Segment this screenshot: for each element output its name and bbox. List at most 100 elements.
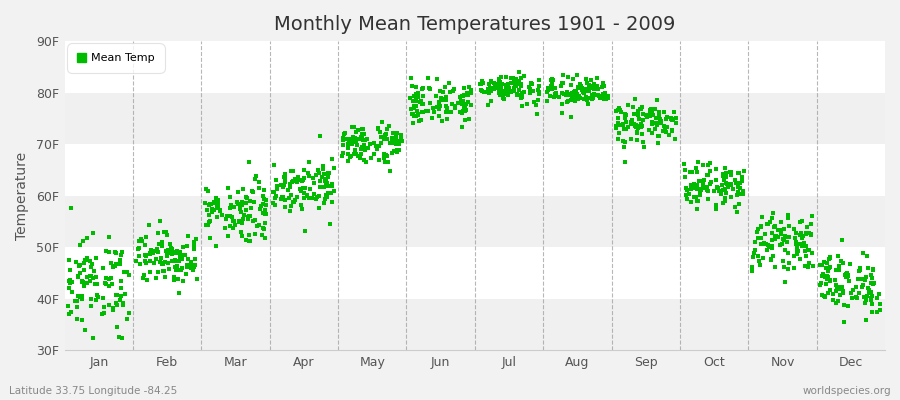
Point — [407, 105, 421, 112]
Point — [277, 181, 292, 188]
Point — [344, 136, 358, 142]
Point — [238, 237, 253, 244]
Point — [227, 218, 241, 224]
Point — [317, 171, 331, 178]
Point — [427, 109, 441, 115]
Point — [831, 252, 845, 259]
Point — [253, 206, 267, 212]
Point — [619, 126, 634, 132]
Point — [564, 96, 579, 103]
Point — [724, 181, 738, 187]
Point — [458, 117, 473, 123]
Point — [795, 235, 809, 241]
Point — [652, 116, 667, 122]
Point — [198, 200, 212, 206]
Point — [447, 102, 462, 109]
Point — [436, 97, 450, 104]
Point — [801, 264, 815, 270]
Point — [353, 155, 367, 162]
Point — [310, 194, 325, 200]
Point — [532, 90, 546, 97]
Point — [746, 253, 760, 260]
Point — [819, 265, 833, 272]
Point — [724, 169, 738, 176]
Point — [869, 308, 884, 315]
Point — [777, 226, 791, 232]
Point — [170, 257, 184, 264]
Point — [522, 83, 536, 90]
Point — [699, 187, 714, 194]
Point — [832, 298, 846, 304]
Point — [319, 180, 333, 186]
Point — [689, 194, 704, 200]
Point — [616, 126, 631, 132]
Point — [531, 97, 545, 103]
Point — [83, 258, 97, 264]
Point — [173, 255, 187, 262]
Point — [235, 219, 249, 225]
Point — [572, 81, 587, 88]
Point — [241, 216, 256, 222]
Point — [717, 186, 732, 192]
Point — [321, 170, 336, 176]
Point — [210, 202, 224, 209]
Point — [379, 153, 393, 160]
Point — [582, 82, 597, 88]
Point — [837, 319, 851, 325]
Point — [259, 196, 274, 203]
Point — [864, 271, 878, 278]
Point — [650, 97, 664, 104]
Point — [243, 213, 257, 220]
Point — [205, 208, 220, 215]
Point — [444, 108, 458, 115]
Point — [716, 171, 731, 177]
Point — [181, 256, 195, 262]
Point — [500, 88, 515, 95]
Point — [780, 238, 795, 245]
Point — [301, 170, 315, 176]
Point — [286, 178, 301, 184]
Point — [293, 186, 308, 192]
Point — [245, 188, 259, 194]
Point — [102, 302, 116, 308]
Point — [748, 239, 762, 245]
Point — [788, 241, 803, 247]
Point — [432, 106, 446, 112]
Point — [497, 96, 511, 102]
Bar — [65, 299, 885, 350]
Point — [287, 176, 302, 183]
Point — [664, 115, 679, 122]
Point — [109, 292, 123, 298]
Point — [710, 184, 724, 190]
Point — [849, 294, 863, 300]
Y-axis label: Temperature: Temperature — [15, 152, 29, 240]
Point — [423, 86, 437, 92]
Point — [208, 195, 222, 201]
Point — [659, 129, 673, 135]
Point — [662, 132, 676, 138]
Point — [616, 120, 630, 127]
Point — [460, 90, 474, 96]
Point — [320, 192, 334, 198]
Point — [152, 241, 166, 248]
Point — [410, 112, 424, 119]
Point — [728, 177, 742, 184]
Point — [239, 195, 254, 201]
Point — [764, 215, 778, 222]
Point — [609, 124, 624, 131]
Point — [491, 85, 506, 92]
Point — [692, 186, 706, 192]
Point — [405, 110, 419, 117]
Point — [757, 239, 771, 246]
Point — [204, 201, 219, 208]
Point — [592, 92, 607, 99]
Point — [156, 268, 170, 274]
Point — [514, 94, 528, 100]
Point — [298, 185, 312, 192]
Point — [630, 136, 644, 143]
Point — [669, 114, 683, 121]
Point — [345, 123, 359, 130]
Point — [634, 131, 649, 138]
Point — [626, 111, 641, 117]
Point — [509, 83, 524, 89]
